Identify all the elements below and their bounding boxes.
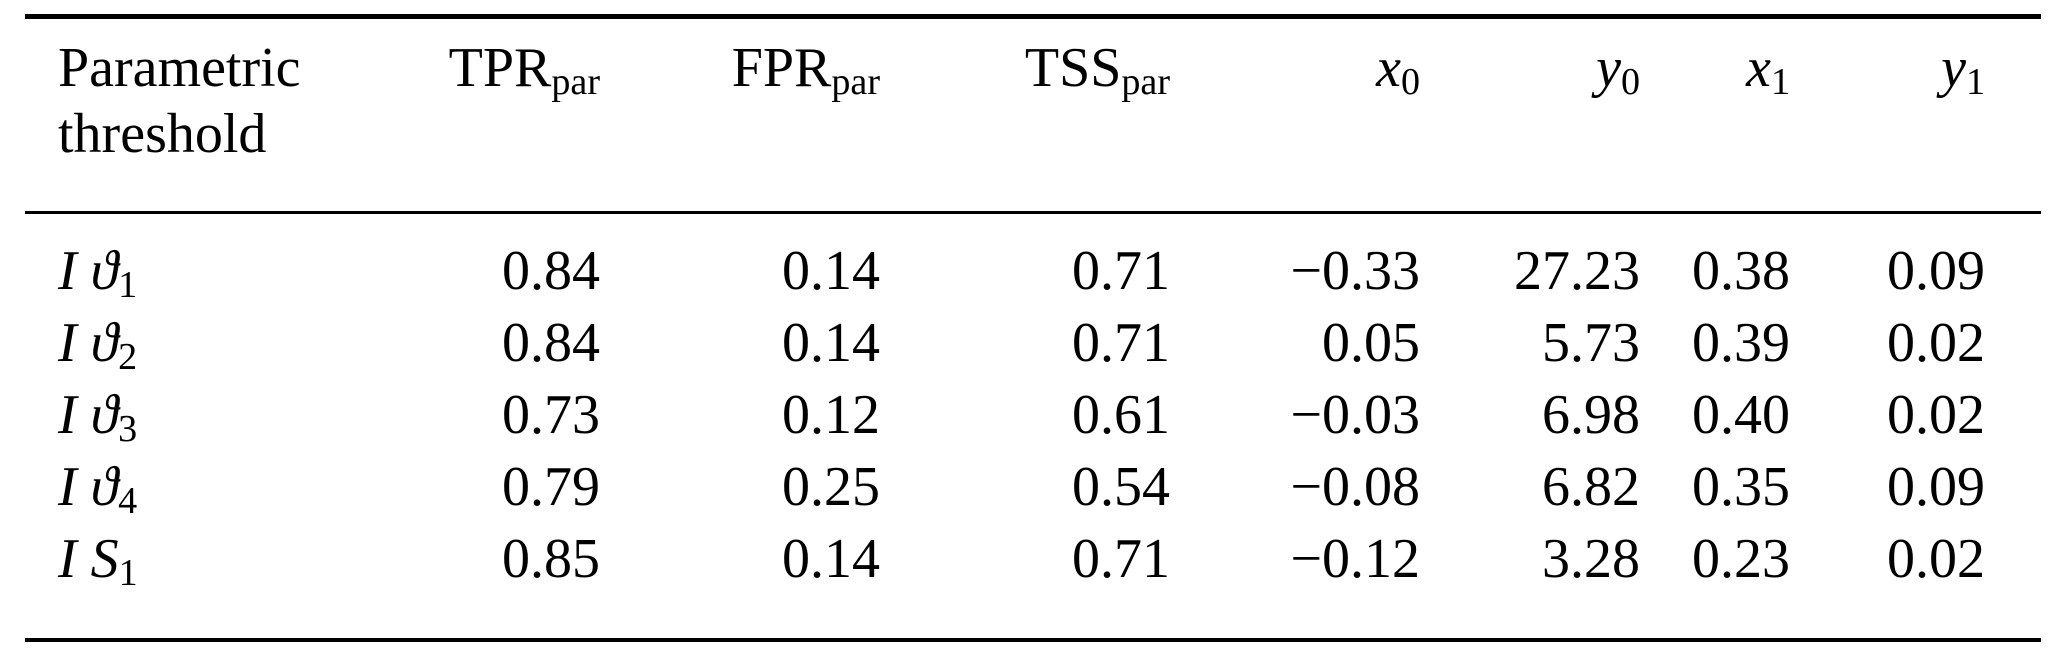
header-threshold-line1: Parametric (58, 37, 301, 99)
row-label: I ϑ3 (58, 384, 138, 451)
header-row: Parametric threshold TPRpar FPRpar TSSpa… (25, 16, 2041, 214)
cell-x1: 0.40 (1692, 384, 1790, 446)
header-x1-subscript: 1 (1770, 61, 1790, 104)
cell-x1: 0.35 (1692, 456, 1790, 518)
header-x0-subscript: 0 (1400, 61, 1420, 104)
cell-x0: 0.05 (1322, 312, 1420, 374)
cell-y0: 5.73 (1542, 312, 1640, 374)
cell-x1: 0.38 (1692, 240, 1790, 302)
table-row: I S1 0.85 0.14 0.71 −0.12 3.28 0.23 0.02 (25, 523, 2041, 640)
cell-y1: 0.09 (1887, 240, 1985, 302)
cell-x0: −0.08 (1290, 456, 1420, 518)
cell-y1: 0.02 (1887, 384, 1985, 446)
cell-y1: 0.09 (1887, 456, 1985, 518)
row-label: I ϑ4 (58, 456, 138, 523)
header-tpr-subscript: par (551, 61, 600, 104)
cell-tpr: 0.84 (502, 312, 600, 374)
cell-x0: −0.12 (1290, 528, 1420, 590)
header-tss-subscript: par (1121, 61, 1170, 104)
table-row: I ϑ4 0.79 0.25 0.54 −0.08 6.82 0.35 0.09 (25, 451, 2041, 523)
cell-y0: 6.82 (1542, 456, 1640, 518)
cell-fpr: 0.14 (782, 312, 880, 374)
row-label-subscript: 1 (118, 264, 138, 307)
cell-tpr: 0.84 (502, 240, 600, 302)
header-x0: x0 (1170, 16, 1420, 214)
cell-tss: 0.61 (1072, 384, 1170, 446)
cell-x0: −0.03 (1290, 384, 1420, 446)
row-label-subscript: 3 (118, 408, 138, 451)
cell-fpr: 0.14 (782, 528, 880, 590)
cell-tpr: 0.85 (502, 528, 600, 590)
table-row: I ϑ2 0.84 0.14 0.71 0.05 5.73 0.39 0.02 (25, 307, 2041, 379)
header-y0-subscript: 0 (1620, 61, 1640, 104)
row-label-subscript: 1 (118, 552, 138, 595)
cell-fpr: 0.14 (782, 240, 880, 302)
table-row: I ϑ1 0.84 0.14 0.71 −0.33 27.23 0.38 0.0… (25, 213, 2041, 308)
cell-fpr: 0.12 (782, 384, 880, 446)
header-tss-par: TSSpar (880, 16, 1170, 214)
row-label: I ϑ2 (58, 312, 138, 379)
results-table: Parametric threshold TPRpar FPRpar TSSpa… (25, 14, 2041, 642)
cell-y0: 6.98 (1542, 384, 1640, 446)
row-label: I ϑ1 (58, 240, 138, 307)
cell-tss: 0.71 (1072, 312, 1170, 374)
header-x1: x1 (1640, 16, 1790, 214)
header-y0: y0 (1420, 16, 1640, 214)
cell-tss: 0.71 (1072, 240, 1170, 302)
cell-y0: 27.23 (1514, 240, 1640, 302)
header-tpr-par: TPRpar (420, 16, 600, 214)
cell-y1: 0.02 (1887, 528, 1985, 590)
header-fpr-subscript: par (831, 61, 880, 104)
row-label: I S1 (58, 528, 138, 595)
cell-tpr: 0.73 (502, 384, 600, 446)
header-fpr-par: FPRpar (600, 16, 880, 214)
results-table-container: Parametric threshold TPRpar FPRpar TSSpa… (25, 14, 2041, 642)
cell-tss: 0.54 (1072, 456, 1170, 518)
cell-y0: 3.28 (1542, 528, 1640, 590)
header-y1-subscript: 1 (1965, 61, 1985, 104)
header-y1: y1 (1790, 16, 2041, 214)
header-parametric-threshold: Parametric threshold (25, 16, 420, 214)
cell-x1: 0.39 (1692, 312, 1790, 374)
table-row: I ϑ3 0.73 0.12 0.61 −0.03 6.98 0.40 0.02 (25, 379, 2041, 451)
cell-x1: 0.23 (1692, 528, 1790, 590)
cell-tpr: 0.79 (502, 456, 600, 518)
row-label-subscript: 2 (118, 336, 138, 379)
row-label-subscript: 4 (118, 480, 138, 523)
cell-fpr: 0.25 (782, 456, 880, 518)
header-threshold-line2: threshold (58, 103, 267, 165)
cell-y1: 0.02 (1887, 312, 1985, 374)
cell-x0: −0.33 (1290, 240, 1420, 302)
cell-tss: 0.71 (1072, 528, 1170, 590)
